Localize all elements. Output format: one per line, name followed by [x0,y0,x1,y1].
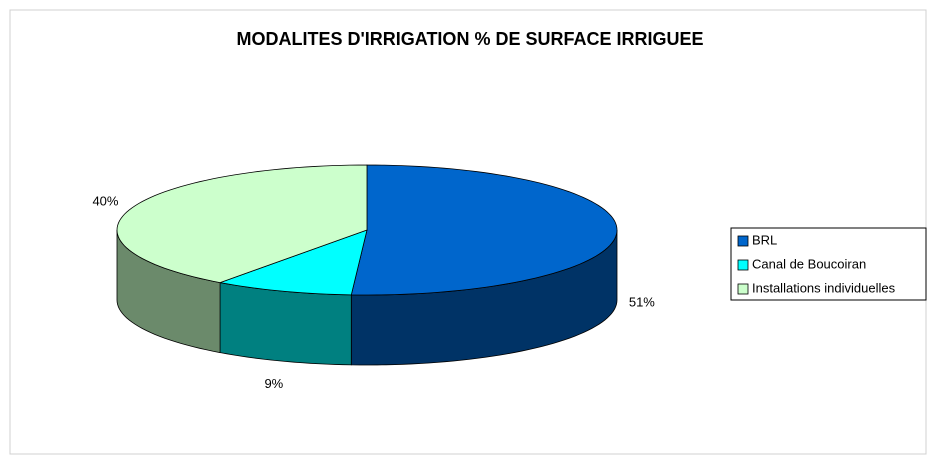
chart-title: MODALITES D'IRRIGATION % DE SURFACE IRRI… [237,29,704,49]
legend-label: BRL [752,232,777,247]
legend-swatch [737,259,749,271]
slice [116,164,368,283]
data-label: 9% [264,376,283,391]
slice [218,229,368,296]
data-label: 40% [92,194,118,209]
data-label: 51% [629,294,655,309]
legend-swatch [737,283,749,295]
legend-swatch [737,235,749,247]
legend-label: Canal de Boucoiran [752,256,866,271]
legend-label: Installations individuelles [752,280,896,295]
slice [350,164,618,296]
slice-side [219,282,352,366]
legend-box [730,227,927,301]
